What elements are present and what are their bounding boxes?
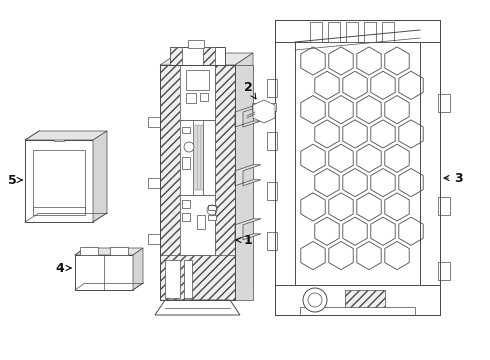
Bar	[33, 207, 85, 215]
Bar	[148, 178, 160, 188]
Bar	[188, 40, 204, 48]
Bar	[267, 182, 277, 200]
Bar	[180, 65, 215, 120]
Polygon shape	[160, 53, 253, 65]
Bar	[328, 22, 340, 42]
Bar	[180, 120, 215, 195]
Bar	[148, 234, 160, 244]
Bar	[438, 262, 450, 280]
Bar	[215, 65, 235, 300]
Bar	[110, 247, 128, 255]
Bar	[310, 22, 322, 42]
Bar	[160, 65, 180, 300]
Bar	[182, 157, 190, 169]
Bar	[345, 290, 385, 310]
Bar	[235, 65, 253, 300]
Text: 5: 5	[8, 174, 22, 186]
Bar	[54, 132, 64, 141]
Bar	[186, 93, 196, 103]
Polygon shape	[235, 165, 261, 186]
Bar	[267, 233, 277, 251]
Bar	[148, 117, 160, 127]
Bar	[364, 22, 376, 42]
Bar	[275, 285, 440, 315]
Polygon shape	[235, 53, 253, 300]
Bar	[198, 125, 200, 190]
Bar	[267, 79, 277, 97]
Bar	[300, 307, 415, 315]
Polygon shape	[93, 131, 107, 222]
Bar	[170, 47, 182, 65]
Bar	[75, 255, 133, 290]
Bar	[346, 22, 358, 42]
Bar	[267, 132, 277, 150]
Bar	[184, 260, 192, 298]
Bar	[197, 215, 205, 229]
Bar	[201, 125, 203, 190]
Bar	[208, 215, 216, 220]
Text: 3: 3	[444, 171, 462, 185]
Bar	[275, 20, 440, 315]
Circle shape	[303, 288, 327, 312]
Bar	[255, 110, 273, 118]
Polygon shape	[25, 131, 107, 140]
Bar	[80, 247, 98, 255]
Bar	[182, 127, 190, 133]
Text: 2: 2	[244, 81, 256, 99]
Bar	[25, 140, 93, 222]
Bar	[182, 213, 190, 221]
Polygon shape	[75, 248, 143, 255]
Bar	[438, 197, 450, 215]
Bar	[186, 70, 209, 90]
Bar	[160, 255, 235, 300]
Bar	[208, 205, 216, 210]
Circle shape	[184, 142, 194, 152]
Bar	[180, 195, 215, 255]
Bar	[420, 20, 440, 315]
Polygon shape	[155, 300, 240, 315]
Bar	[165, 260, 180, 298]
Bar	[180, 65, 215, 300]
Text: 4: 4	[56, 261, 71, 274]
Polygon shape	[133, 248, 143, 290]
Bar	[170, 47, 225, 65]
Bar	[160, 65, 235, 300]
Bar	[252, 103, 276, 111]
Bar	[275, 20, 440, 42]
Bar	[275, 20, 295, 315]
Polygon shape	[235, 106, 261, 127]
Bar	[33, 150, 85, 212]
Bar	[182, 200, 190, 208]
Bar	[195, 125, 197, 190]
Bar	[438, 94, 450, 112]
Bar	[382, 22, 394, 42]
Bar	[203, 47, 215, 65]
Circle shape	[308, 293, 322, 307]
Polygon shape	[253, 100, 275, 123]
Polygon shape	[235, 219, 261, 240]
Text: 1: 1	[236, 234, 252, 247]
Bar	[200, 93, 208, 101]
